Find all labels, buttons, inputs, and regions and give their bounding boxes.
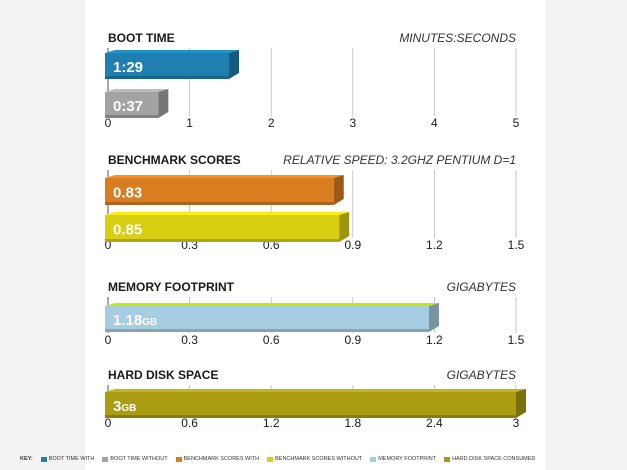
legend-item-3: BENCHMARK SCORES WITHOUT	[267, 456, 362, 462]
legend-swatch	[102, 456, 109, 462]
bar-side-face	[339, 212, 350, 242]
legend-label: BOOT TIME WITH	[48, 456, 95, 462]
tick-label: 0	[105, 238, 112, 252]
legend-item-5: HARD DISK SPACE CONSUMED	[444, 456, 535, 462]
bar	[105, 215, 340, 242]
bar-value-label: 0:37	[113, 98, 143, 115]
legend-label: BENCHMARK SCORES WITHOUT	[275, 456, 363, 462]
bar-side-face	[428, 303, 439, 332]
bar-bottom-edge	[105, 329, 429, 332]
tick-label: 0	[105, 116, 112, 130]
bar	[105, 306, 429, 332]
tick-label: 1.5	[508, 333, 525, 347]
legend-swatch	[40, 456, 47, 462]
bar-value-label: 3GB	[113, 398, 136, 415]
tick-label: 3	[513, 416, 520, 430]
legend-item-1: BOOT TIME WITHOUT	[102, 456, 168, 462]
chart-title: BENCHMARK SCORES	[108, 153, 241, 167]
legend-label: BOOT TIME WITHOUT	[110, 456, 168, 462]
tick-label: 3	[349, 116, 356, 130]
bar	[105, 392, 516, 418]
tick-label: 2.4	[426, 416, 443, 430]
bar	[105, 53, 230, 79]
tick-label: 0	[105, 416, 112, 430]
legend-swatch	[267, 456, 274, 462]
tick-label: 1.5	[508, 238, 525, 252]
tick-label: 0.3	[181, 333, 198, 347]
legend-label: BENCHMARK SCORES WITH	[183, 456, 260, 462]
legend-item-4: MEMORY FOOTPRINT	[370, 456, 436, 462]
bar-top-face	[105, 389, 526, 392]
bar-side-face	[516, 389, 526, 418]
bar-value-unit: GB	[121, 403, 136, 414]
legend-label: MEMORY FOOTPRINT	[378, 456, 437, 462]
tick-label: 0.6	[263, 333, 280, 347]
bar-side-face	[229, 50, 240, 79]
tick-label: 2	[268, 116, 275, 130]
bar-value-label: 0.85	[113, 222, 142, 239]
tick-label: 1.8	[344, 416, 361, 430]
bar-side-face	[158, 89, 169, 118]
tick-label: 4	[431, 116, 438, 130]
legend-swatch	[370, 456, 377, 462]
tick-label: 0.9	[344, 238, 361, 252]
legend-swatch	[444, 456, 451, 462]
tick-label: 0.6	[181, 416, 198, 430]
bar-top-face	[105, 89, 169, 92]
bar	[105, 178, 334, 205]
bar-value-label: 1:29	[113, 59, 143, 76]
bar-bottom-edge	[105, 115, 159, 118]
bar-bottom-edge	[105, 202, 334, 205]
tick-label: 1.2	[263, 416, 280, 430]
bar-top-face	[105, 303, 439, 306]
bar-bottom-edge	[105, 415, 516, 418]
chart-title: MEMORY FOOTPRINT	[108, 280, 235, 294]
tick-label: 0	[105, 333, 112, 347]
unit-label: RELATIVE SPEED: 3.2GHZ PENTIUM D=1	[283, 153, 516, 167]
legend-label: HARD DISK SPACE CONSUMED	[452, 456, 536, 462]
chart-title: BOOT TIME	[108, 31, 175, 45]
unit-label: GIGABYTES	[447, 368, 516, 382]
bar-bottom-edge	[105, 239, 340, 242]
bar-top-face	[105, 175, 344, 178]
tick-label: 1.2	[426, 238, 443, 252]
chart-title: HARD DISK SPACE	[108, 368, 218, 382]
legend-item-0: BOOT TIME WITH	[40, 456, 95, 462]
legend-swatch	[175, 456, 182, 462]
legend-title: KEY:	[20, 456, 33, 462]
tick-label: 1	[186, 116, 193, 130]
bar-top-face	[105, 212, 350, 215]
unit-label: MINUTES:SECONDS	[399, 31, 516, 45]
tick-label: 0.9	[344, 333, 361, 347]
bar-top-face	[105, 50, 240, 53]
tick-label: 1.2	[426, 333, 443, 347]
bar-value-label: 0.83	[113, 185, 142, 202]
legend-item-2: BENCHMARK SCORES WITH	[175, 456, 260, 462]
bar-value-unit: GB	[142, 317, 157, 328]
legend: KEY: BOOT TIME WITH BOOT TIME WITHOUT BE…	[20, 453, 535, 465]
bar-value-label: 1.18GB	[113, 312, 157, 329]
tick-label: 5	[513, 116, 520, 130]
bar	[105, 92, 159, 118]
bar-bottom-edge	[105, 76, 230, 79]
bar-side-face	[333, 175, 344, 205]
unit-label: GIGABYTES	[447, 280, 516, 294]
